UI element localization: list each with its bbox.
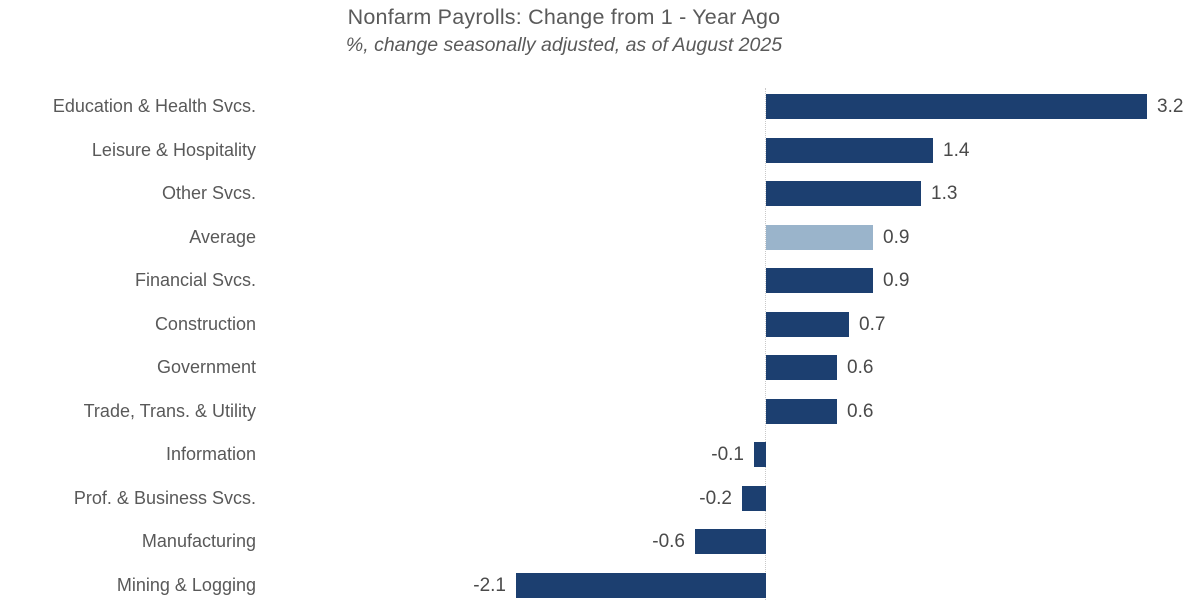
value-label: 1.3 — [931, 183, 958, 204]
bar — [766, 137, 933, 163]
bar — [742, 485, 766, 511]
bar-row: Construction 0.7 — [0, 311, 1200, 337]
value-label: -0.1 — [711, 444, 744, 465]
bar — [695, 529, 766, 554]
bar-row: Government 0.6 — [0, 355, 1200, 380]
category-label: Other Svcs. — [161, 183, 256, 203]
bar — [766, 355, 837, 380]
bar-row: Trade, Trans. & Utility 0.6 — [0, 398, 1200, 424]
zero-axis-line — [765, 88, 766, 600]
bar — [766, 398, 837, 424]
category-label: Education & Health Svcs. — [52, 96, 256, 116]
category-label: Prof. & Business Svcs. — [73, 487, 256, 508]
value-label: -0.6 — [652, 531, 685, 552]
bar — [766, 94, 1147, 119]
category-label: Government — [156, 357, 256, 377]
bar — [766, 224, 873, 250]
category-label: Construction — [154, 313, 256, 334]
value-label: 0.9 — [883, 270, 910, 291]
bar-row: Leisure & Hospitality 1.4 — [0, 137, 1200, 163]
bar-row: Other Svcs. 1.3 — [0, 181, 1200, 206]
value-label: 0.6 — [847, 357, 874, 378]
value-label: 3.2 — [1157, 96, 1184, 117]
category-label: Leisure & Hospitality — [91, 139, 256, 160]
bar-row: Manufacturing -0.6 — [0, 529, 1200, 554]
bar-row: Prof. & Business Svcs. -0.2 — [0, 485, 1200, 511]
value-label: -2.1 — [473, 574, 506, 596]
value-label: -0.2 — [699, 487, 732, 509]
category-label: Manufacturing — [141, 531, 256, 551]
bar — [516, 572, 766, 598]
bar — [766, 181, 921, 206]
category-label: Average — [189, 226, 256, 247]
bar-row: Financial Svcs. 0.9 — [0, 268, 1200, 293]
bar-row: Information -0.1 — [0, 442, 1200, 467]
category-label: Trade, Trans. & Utility — [83, 400, 256, 421]
value-label: 1.4 — [943, 139, 970, 161]
category-label: Mining & Logging — [116, 574, 256, 595]
value-label: 0.7 — [859, 313, 886, 335]
bar-row: Mining & Logging -2.1 — [0, 572, 1200, 598]
bar — [754, 442, 766, 467]
chart-title: Nonfarm Payrolls: Change from 1 - Year A… — [347, 5, 781, 29]
bar-row: Average 0.9 — [0, 224, 1200, 250]
bar-row: Education & Health Svcs. 3.2 — [0, 94, 1200, 119]
category-label: Financial Svcs. — [134, 270, 256, 290]
chart-subtitle: %, change seasonally adjusted, as of Aug… — [345, 34, 783, 56]
bar — [766, 268, 873, 293]
value-label: 0.9 — [883, 226, 910, 248]
category-label: Information — [165, 444, 256, 464]
value-label: 0.6 — [847, 400, 874, 422]
bar — [766, 311, 849, 337]
